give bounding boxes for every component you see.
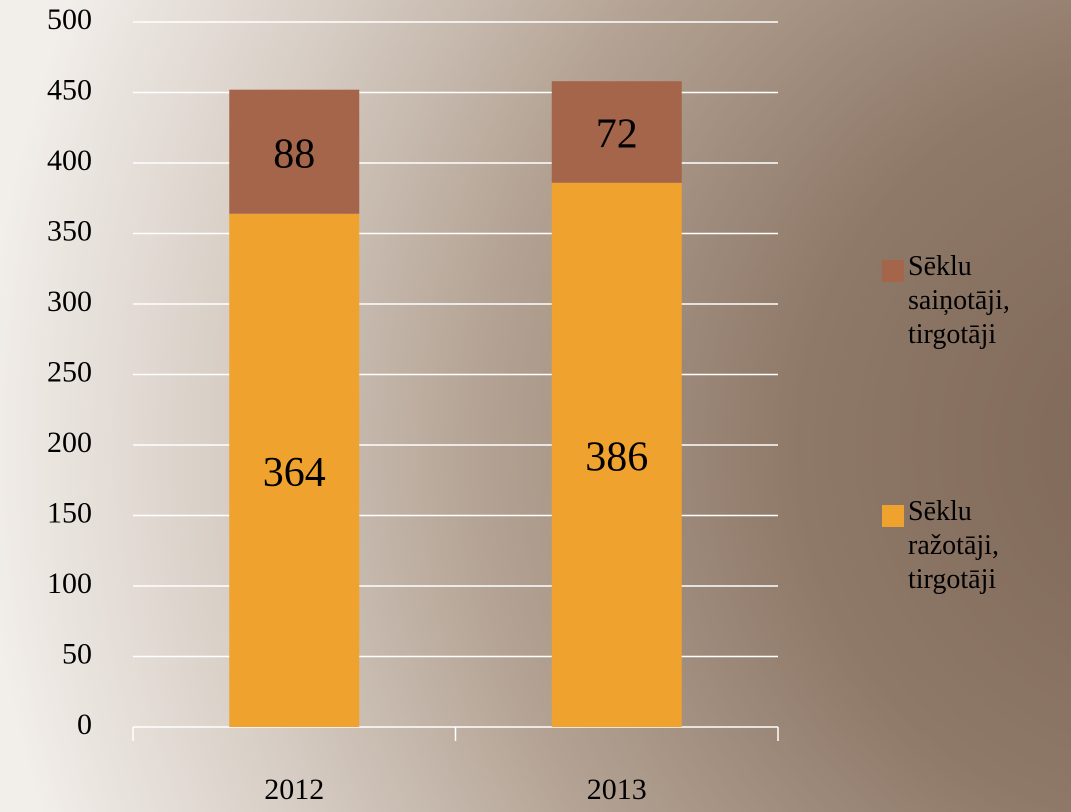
y-tick-label: 400	[47, 144, 92, 177]
data-label: 88	[273, 131, 315, 177]
legend-label: Sēklu ražotāji, tirgotāji	[908, 496, 999, 595]
y-tick-label: 200	[47, 426, 92, 459]
y-tick-label: 0	[77, 708, 92, 741]
x-tick-label: 2012	[264, 773, 324, 806]
bar-segment	[551, 182, 682, 728]
y-tick-label: 100	[47, 567, 92, 600]
y-tick-label: 50	[62, 637, 92, 670]
y-tick-label: 150	[47, 496, 92, 529]
data-label: 72	[596, 112, 638, 158]
legend-swatch	[882, 505, 904, 527]
legend-swatch	[882, 260, 904, 282]
data-label: 386	[585, 435, 648, 481]
legend-item: Sēklu ražotāji, tirgotāji	[882, 495, 1032, 597]
bar-segment	[229, 213, 360, 727]
legend-item: Sēklu saiņotāji, tirgotāji	[882, 250, 1032, 352]
x-tick-label: 2013	[587, 773, 647, 806]
data-label: 364	[263, 450, 326, 496]
y-tick-label: 300	[47, 285, 92, 318]
legend-label: Sēklu saiņotāji, tirgotāji	[908, 251, 1010, 350]
y-tick-label: 450	[47, 73, 92, 106]
bar-segment	[551, 81, 682, 183]
y-tick-label: 350	[47, 214, 92, 247]
y-tick-label: 500	[47, 3, 92, 36]
y-tick-label: 250	[47, 355, 92, 388]
bar-segment	[229, 89, 360, 214]
